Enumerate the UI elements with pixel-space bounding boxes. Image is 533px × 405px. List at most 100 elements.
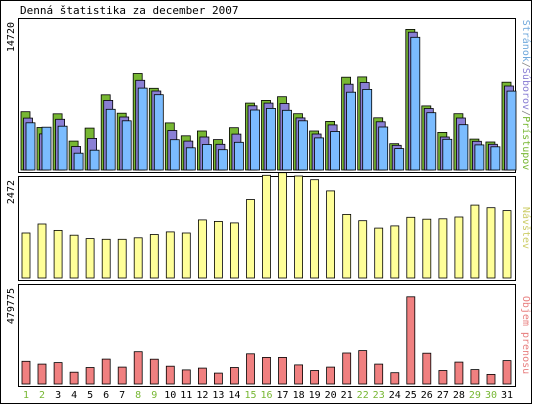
x-axis-day-labels: 1 2 3 4 5 6 7 8 9 10 11 12 13 14 15 16 17 18 19 20 21 22 23 24 2… — [23, 390, 513, 401]
x-tick-day-1: 1 — [23, 390, 29, 401]
x-tick-day-26: 26 — [421, 390, 433, 401]
bar-visits-návštev-day-26 — [422, 218, 432, 279]
bar-hits-stránok-day-26 — [426, 112, 437, 171]
bar-volume-objem-prenosu-day-14 — [229, 367, 239, 385]
x-tick-day-31: 31 — [501, 390, 513, 401]
bar-volume-objem-prenosu-day-7 — [117, 366, 127, 385]
x-tick-day-24: 24 — [389, 390, 401, 401]
panel-volume-ymax-label: 479775 — [6, 288, 17, 324]
bar-hits-stránok-day-22 — [362, 89, 373, 171]
bar-hits-stránok-day-1 — [25, 122, 36, 171]
x-tick-day-14: 14 — [228, 390, 240, 401]
bar-hits-stránok-day-4 — [73, 152, 84, 171]
bar-volume-objem-prenosu-day-13 — [213, 372, 223, 385]
bar-hits-stránok-day-31 — [506, 90, 517, 171]
bar-hits-stránok-day-24 — [394, 148, 405, 171]
bar-visits-návštev-day-1 — [21, 232, 31, 279]
bar-visits-návštev-day-8 — [133, 237, 143, 279]
bar-volume-objem-prenosu-day-1 — [21, 360, 31, 385]
bar-volume-objem-prenosu-day-10 — [165, 365, 175, 385]
bar-volume-objem-prenosu-day-2 — [37, 363, 47, 385]
bar-visits-návštev-day-9 — [149, 234, 159, 279]
x-tick-day-17: 17 — [276, 390, 288, 401]
bar-visits-návštev-day-24 — [390, 225, 400, 279]
x-tick-day-10: 10 — [164, 390, 176, 401]
bar-visits-návštev-day-14 — [229, 222, 239, 279]
bar-visits-návštev-day-23 — [374, 227, 384, 279]
bar-hits-stránok-day-16 — [266, 108, 276, 171]
bar-volume-objem-prenosu-day-17 — [278, 356, 287, 385]
bar-hits-stránok-day-11 — [185, 147, 196, 171]
bar-volume-objem-prenosu-day-27 — [438, 370, 448, 385]
bar-volume-objem-prenosu-day-26 — [422, 352, 432, 385]
bar-hits-stránok-day-23 — [378, 126, 389, 171]
bar-volume-objem-prenosu-day-29 — [470, 369, 480, 385]
bar-visits-návštev-day-27 — [438, 218, 448, 279]
x-tick-day-16: 16 — [260, 390, 272, 401]
panel-hits-series-label: Stránok/Súborov/Prístupov — [520, 20, 532, 171]
chart-title: Denná štatistika za december 2007 — [20, 4, 239, 17]
bar-visits-návštev-day-20 — [326, 190, 336, 279]
bar-volume-objem-prenosu-day-24 — [390, 372, 400, 385]
series-label-part: Prístupov — [520, 116, 532, 170]
bar-visits-návštev-day-15 — [246, 199, 255, 279]
bar-volume-objem-prenosu-day-9 — [149, 358, 159, 385]
series-label-part: / — [520, 62, 531, 68]
panel-hits: 14720 Stránok/Súborov/Prístupov — [6, 18, 532, 173]
bar-volume-objem-prenosu-day-11 — [181, 369, 191, 385]
bar-visits-návštev-day-28 — [454, 216, 464, 279]
bar-volume-objem-prenosu-day-8 — [133, 351, 143, 385]
bar-volume-objem-prenosu-day-18 — [294, 364, 304, 385]
series-label-part: Návštev — [520, 207, 532, 249]
x-tick-day-29: 29 — [469, 390, 481, 401]
x-tick-day-22: 22 — [357, 390, 369, 401]
x-tick-day-18: 18 — [293, 390, 305, 401]
bar-hits-stránok-day-13 — [217, 149, 228, 171]
x-tick-day-15: 15 — [244, 390, 256, 401]
x-tick-day-9: 9 — [151, 390, 157, 401]
bar-visits-návštev-day-25 — [406, 216, 416, 279]
bar-volume-objem-prenosu-day-20 — [326, 366, 336, 385]
bar-volume-objem-prenosu-day-23 — [374, 363, 384, 385]
x-tick-day-4: 4 — [71, 390, 77, 401]
bar-visits-návštev-day-5 — [85, 238, 95, 279]
bar-volume-objem-prenosu-day-6 — [101, 358, 111, 385]
bar-volume-objem-prenosu-day-5 — [85, 367, 95, 385]
bar-hits-stránok-day-7 — [121, 120, 132, 171]
series-label-part: Stránok — [520, 20, 532, 62]
bar-hits-stránok-day-17 — [282, 109, 292, 171]
bar-hits-stránok-day-15 — [250, 109, 260, 171]
x-tick-day-20: 20 — [325, 390, 337, 401]
bar-hits-stránok-day-3 — [57, 125, 68, 171]
bar-hits-stránok-day-20 — [330, 131, 341, 171]
bar-hits-stránok-day-19 — [314, 137, 325, 171]
bar-visits-návštev-day-31 — [502, 210, 512, 279]
x-tick-day-2: 2 — [39, 390, 45, 401]
bar-visits-návštev-day-21 — [342, 213, 352, 279]
bar-volume-objem-prenosu-day-19 — [310, 370, 320, 385]
bar-hits-stránok-day-8 — [137, 87, 148, 171]
x-tick-day-12: 12 — [196, 390, 208, 401]
x-tick-day-30: 30 — [485, 390, 497, 401]
bar-visits-návštev-day-29 — [470, 204, 480, 279]
bar-hits-stránok-day-9 — [153, 94, 164, 171]
bar-hits-stránok-day-12 — [201, 144, 212, 171]
x-tick-day-19: 19 — [309, 390, 321, 401]
x-tick-day-23: 23 — [373, 390, 385, 401]
x-tick-day-25: 25 — [405, 390, 417, 401]
bar-volume-objem-prenosu-day-3 — [53, 362, 63, 385]
bar-hits-stránok-day-27 — [442, 138, 453, 171]
bar-volume-objem-prenosu-day-12 — [197, 367, 207, 385]
bar-visits-návštev-day-19 — [310, 179, 320, 279]
bar-visits-návštev-day-7 — [117, 238, 127, 279]
bar-volume-objem-prenosu-day-25 — [406, 296, 416, 385]
panel-volume-series-label: Objem prenosu — [520, 296, 531, 374]
bar-visits-návštev-day-22 — [358, 220, 368, 279]
panel-visits: 2472 Návštev — [6, 172, 532, 281]
bar-visits-návštev-day-18 — [294, 175, 304, 279]
bar-visits-návštev-day-16 — [262, 174, 271, 279]
bar-hits-stránok-day-29 — [474, 144, 485, 171]
bar-volume-objem-prenosu-day-31 — [502, 360, 512, 385]
bar-visits-návštev-day-10 — [165, 231, 175, 279]
x-tick-day-13: 13 — [212, 390, 224, 401]
